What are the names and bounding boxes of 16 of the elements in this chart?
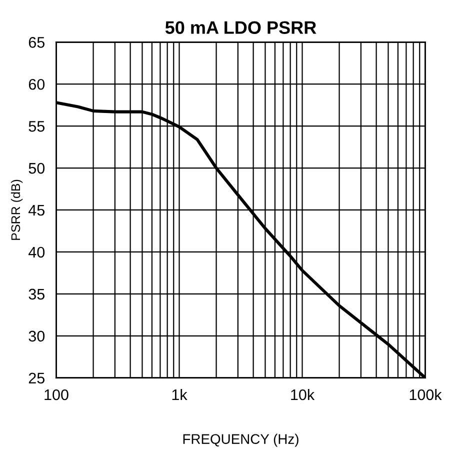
- y-tick-label: 60: [28, 78, 45, 90]
- y-tick-label: 55: [28, 121, 44, 132]
- y-tick-label: 40: [28, 246, 45, 258]
- x-tick-label: 10k: [291, 388, 315, 400]
- x-tick-label: 1k: [172, 388, 188, 400]
- y-axis-title: PSRR (dB): [10, 180, 23, 240]
- x-axis-title: FREQUENCY (Hz): [183, 434, 298, 447]
- y-tick-label: 30: [28, 330, 45, 342]
- y-tick-label: 50: [28, 162, 45, 174]
- x-tick-label: 100: [44, 389, 68, 400]
- chart-title: 50 mA LDO PSRR: [165, 21, 316, 34]
- y-tick-label: 65: [28, 37, 44, 48]
- y-tick-label: 45: [28, 205, 44, 216]
- y-tick-label: 35: [28, 288, 44, 300]
- y-tick-label: 25: [28, 372, 44, 384]
- x-tick-label: 100k: [410, 388, 442, 400]
